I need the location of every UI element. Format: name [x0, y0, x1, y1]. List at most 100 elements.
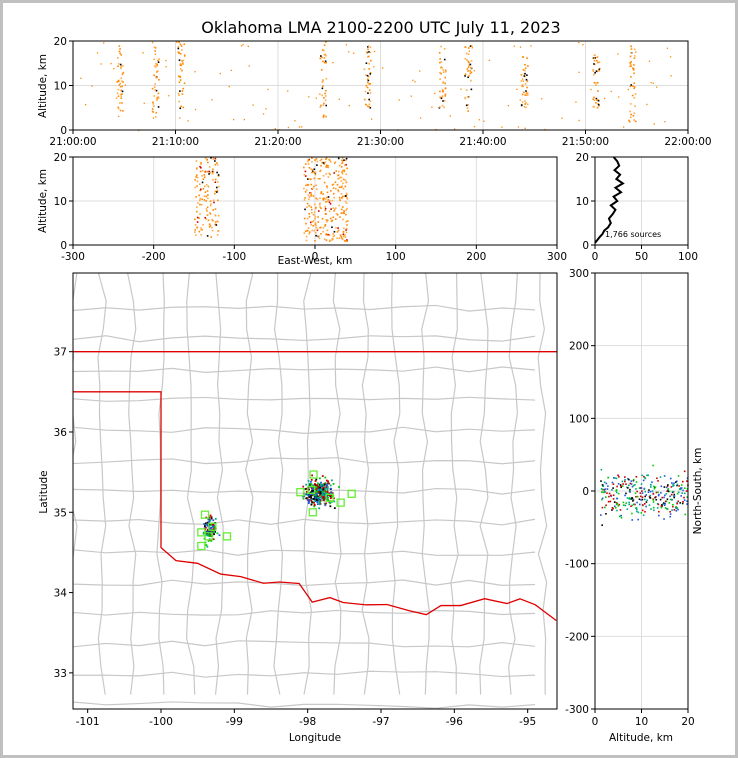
source-point: [322, 104, 325, 106]
source-point: [464, 75, 466, 77]
source-point: [307, 184, 310, 186]
source-point: [199, 213, 201, 215]
source-point: [156, 64, 158, 67]
source-point: [337, 170, 340, 173]
source-point: [195, 174, 198, 176]
source-point: [217, 175, 220, 178]
source-point: [344, 179, 347, 182]
source-point: [311, 157, 313, 160]
source-point: [322, 49, 325, 52]
source-point: [605, 482, 608, 485]
source-point: [655, 496, 657, 498]
source-point: [211, 525, 214, 528]
source-point: [325, 233, 328, 235]
source-point: [634, 51, 637, 53]
source-point: [680, 487, 683, 489]
source-point: [210, 534, 213, 537]
source-point: [216, 532, 219, 535]
source-point: [632, 500, 634, 502]
source-point: [315, 158, 318, 160]
source-point: [323, 163, 326, 165]
source-point: [469, 63, 472, 66]
source-point: [320, 158, 323, 161]
source-point: [618, 503, 621, 506]
source-point: [216, 181, 219, 183]
source-point: [324, 482, 327, 484]
source-point: [334, 187, 337, 190]
source-point: [207, 194, 209, 196]
source-point: [211, 229, 214, 232]
source-point: [636, 510, 638, 513]
source-point: [298, 126, 301, 128]
source-point: [116, 81, 119, 83]
source-point: [621, 480, 624, 483]
source-point: [325, 115, 327, 118]
source-point: [325, 41, 327, 43]
source-point: [158, 58, 160, 60]
source-point: [341, 157, 344, 159]
source-point: [330, 479, 333, 482]
source-point: [345, 229, 347, 231]
source-point: [204, 157, 207, 159]
source-point: [655, 498, 658, 501]
source-point: [373, 50, 376, 53]
source-point: [649, 490, 652, 493]
source-point: [632, 67, 635, 70]
source-point: [622, 504, 625, 506]
source-point: [305, 497, 308, 500]
source-point: [630, 65, 632, 67]
source-point: [333, 172, 336, 174]
source-point: [143, 102, 145, 104]
source-point: [325, 158, 327, 161]
source-point: [327, 496, 330, 499]
source-point: [120, 93, 122, 96]
source-point: [319, 169, 322, 172]
source-point: [331, 184, 334, 186]
station-marker: [325, 493, 334, 502]
source-point: [320, 192, 322, 195]
source-point: [325, 77, 328, 80]
source-point: [325, 492, 328, 494]
source-point: [315, 224, 317, 227]
source-point: [321, 49, 324, 51]
source-point: [333, 500, 336, 503]
source-point: [318, 235, 320, 238]
source-point: [649, 494, 652, 497]
source-point: [346, 196, 348, 199]
x-tick-label: -96: [446, 716, 463, 728]
source-point: [201, 169, 204, 172]
source-point: [521, 85, 524, 87]
source-point: [323, 238, 326, 241]
source-point: [679, 488, 682, 491]
source-point: [313, 503, 316, 506]
source-point: [206, 235, 209, 237]
source-point: [629, 482, 632, 485]
source-point: [680, 495, 682, 497]
source-point: [342, 233, 345, 236]
source-point: [212, 158, 215, 161]
altitude-ew-xlabel: East-West, km: [278, 255, 353, 267]
source-point: [626, 486, 628, 489]
source-point: [633, 112, 636, 114]
source-point: [636, 501, 638, 504]
source-point: [683, 487, 686, 490]
source-point: [575, 101, 577, 103]
source-point: [305, 493, 308, 496]
source-point: [673, 484, 675, 487]
source-point: [653, 487, 656, 490]
source-point: [635, 507, 637, 510]
source-point: [308, 213, 310, 215]
source-point: [631, 94, 634, 97]
source-point: [345, 173, 347, 176]
source-point: [467, 66, 470, 68]
source-point: [345, 231, 348, 234]
source-point: [669, 511, 671, 513]
source-point: [615, 490, 617, 492]
source-point: [115, 97, 118, 100]
source-point: [473, 125, 476, 128]
y-tick-label: 36: [54, 427, 68, 439]
source-point: [335, 227, 337, 229]
source-point: [303, 217, 306, 220]
source-point: [152, 101, 154, 104]
plan-view-xlabel: Longitude: [289, 732, 341, 744]
